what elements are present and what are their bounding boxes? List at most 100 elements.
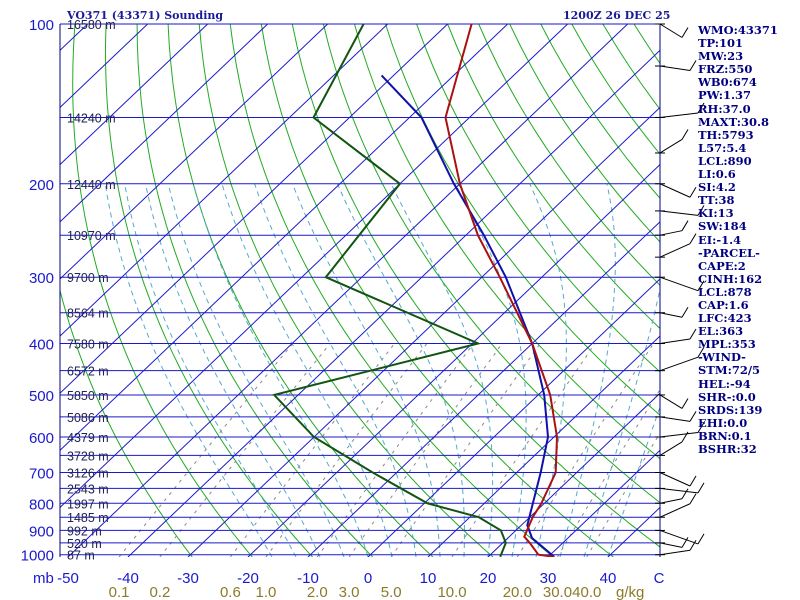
height-label: 16580 m xyxy=(67,18,116,32)
temperature-tick-label: -10 xyxy=(297,570,319,587)
wind-barb-flag xyxy=(697,533,705,545)
wind-barb xyxy=(659,243,691,258)
mixing-ratio-line xyxy=(390,343,541,557)
mixing-ratio-label: 30.0 xyxy=(543,584,572,600)
wind-barb-flag xyxy=(681,398,689,409)
pressure-tick-label: 700 xyxy=(29,465,54,482)
mixing-ratio-label: 3.0 xyxy=(339,584,360,600)
wind-barb-flag xyxy=(681,129,689,140)
index-item: L57:5.4 xyxy=(698,140,747,155)
index-item: -PARCEL- xyxy=(698,245,760,260)
height-label: 520 m xyxy=(67,537,102,551)
wind-barb-flag xyxy=(689,187,697,198)
mixing-ratio-label: 0.2 xyxy=(149,584,170,600)
pressure-tick-label: 1000 xyxy=(21,548,54,565)
moist-adiabat-line xyxy=(167,183,345,557)
temperature-tick-label: -20 xyxy=(237,570,259,587)
moist-adiabat-line xyxy=(559,183,616,557)
parcel-line xyxy=(380,74,555,557)
wind-barb-flag xyxy=(681,431,689,443)
index-item: FRZ:550 xyxy=(698,62,753,77)
mixing-ratio-line xyxy=(118,343,294,557)
temperature-tick-label: 40 xyxy=(600,570,617,587)
dry-adiabat-line xyxy=(72,24,253,557)
station-title: VO371 (43371) Sounding xyxy=(67,9,224,22)
pressure-tick-label: 900 xyxy=(29,523,54,540)
isotherm-line xyxy=(247,163,660,557)
dry-adiabat-line xyxy=(167,24,434,557)
index-item: CINH:162 xyxy=(698,271,763,286)
wind-barb xyxy=(659,416,691,422)
mixing-ratio-line xyxy=(348,343,503,557)
mixing-ratio-label: 0.6 xyxy=(220,584,241,600)
isotherm-line xyxy=(0,24,28,557)
dry-adiabat-line xyxy=(60,288,193,557)
wind-barb-flag xyxy=(689,411,697,422)
index-item: TH:5793 xyxy=(698,127,754,142)
mixing-ratio-line xyxy=(451,343,596,557)
wind-barb-flag xyxy=(697,482,705,494)
dry-adiabat-line xyxy=(354,24,660,460)
height-label: 3728 m xyxy=(67,449,109,463)
pressure-tick-label: 600 xyxy=(29,430,54,447)
pressure-tick-label: 400 xyxy=(29,337,54,354)
wind-barb-flag xyxy=(681,27,689,38)
temperature-line xyxy=(444,24,559,557)
height-label: 12440 m xyxy=(67,178,116,192)
dry-adiabat-line xyxy=(447,24,660,330)
wind-barb xyxy=(659,23,683,38)
height-label: 4379 m xyxy=(67,431,109,445)
valid-time: 1200Z 26 DEC 25 xyxy=(563,9,671,22)
index-item: EI:-1.4 xyxy=(698,232,742,247)
pressure-tick-label: 500 xyxy=(29,388,54,405)
wind-barb xyxy=(659,276,699,292)
mixing-ratio-line xyxy=(159,343,331,557)
temperature-tick-label: 20 xyxy=(480,570,497,587)
moist-adiabat-line xyxy=(529,183,567,557)
wind-barb-flag xyxy=(689,539,697,551)
isotherm-line xyxy=(60,24,568,509)
temperature-tick-label: -40 xyxy=(117,570,139,587)
mixing-ratio-line xyxy=(516,343,654,557)
dewpoint-line xyxy=(272,24,507,557)
wind-barb-flag xyxy=(681,306,689,318)
wind-barb xyxy=(659,338,691,345)
wind-barb xyxy=(659,441,683,456)
moist-adiabat-line xyxy=(104,183,273,557)
temperature-tick-label: -50 xyxy=(57,570,79,587)
wind-barbs xyxy=(655,23,705,556)
wind-barb-flag xyxy=(697,346,705,358)
isotherm-line xyxy=(547,449,660,557)
index-item: STM:72/5 xyxy=(698,363,761,378)
mixing-ratio-label: 20.0 xyxy=(503,584,532,600)
index-item: EL:363 xyxy=(698,324,744,339)
height-label: 14240 m xyxy=(67,111,116,125)
indices-panel: WMO:43371 TP:101 MW:23 FRZ:550 WB0:674 PW:1.3… xyxy=(698,23,800,456)
mixing-ratio-label: 0.1 xyxy=(109,584,130,600)
dry-adiabat-line xyxy=(322,24,660,504)
isotherm-line xyxy=(127,49,660,557)
wind-barb xyxy=(659,487,699,494)
dry-adiabat-line xyxy=(291,24,660,548)
pressure-unit-label: mb xyxy=(33,570,54,587)
wind-barb-flag xyxy=(689,475,697,487)
index-item: -WIND- xyxy=(698,350,746,365)
height-label: 6572 m xyxy=(67,365,109,379)
isotherm-line xyxy=(60,24,388,337)
moist-adiabat-line xyxy=(292,183,441,557)
height-label: 10970 m xyxy=(67,229,116,243)
pressure-tick-label: 200 xyxy=(29,177,54,194)
temperature-unit-label: C xyxy=(654,570,665,587)
isobars xyxy=(60,23,660,556)
isotherm-line xyxy=(60,24,448,394)
moist-adiabat-line xyxy=(390,183,494,557)
isotherm-line xyxy=(307,221,660,557)
wind-barb xyxy=(659,431,699,438)
index-item: BRN:0.1 xyxy=(698,428,752,443)
index-item: TP:101 xyxy=(698,36,744,51)
index-item: MW:23 xyxy=(698,49,744,64)
index-item: SW:184 xyxy=(698,219,747,234)
height-label: 2543 m xyxy=(67,482,109,496)
mixing-ratio-unit-label: g/kg xyxy=(616,584,644,600)
height-label: 7580 m xyxy=(67,338,109,352)
